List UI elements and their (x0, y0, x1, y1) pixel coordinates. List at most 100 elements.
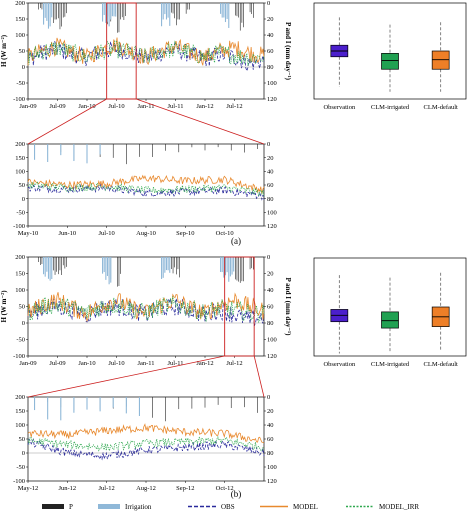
a-zoom-connector-right (136, 98, 265, 145)
b_main-y2tick-label: 20 (267, 271, 274, 278)
b_zoom-ytick-label: 0 (22, 450, 25, 457)
a_main-ytick-label: 150 (15, 16, 25, 23)
a_main-y2tick-label: 120 (267, 96, 277, 103)
legend-label-obs: OBS (221, 503, 235, 511)
b_zoom-xtick-label: Jun-12 (58, 485, 76, 492)
b_main-y2label: P and I (mm day⁻¹) (284, 278, 292, 337)
b_zoom-ytick-label: 200 (15, 394, 25, 401)
a_main-ylabel: H (W m⁻²) (0, 34, 8, 67)
a_zoom-y2tick-label: 120 (267, 223, 277, 230)
b_main-y2tick-label: 80 (267, 320, 274, 327)
b_zoom-plot-frame (27, 396, 265, 482)
b_main-xtick-label: Jul-11 (167, 360, 183, 367)
a_main-y2tick-label: 20 (267, 16, 274, 23)
b_zoom-y2tick-label: 120 (267, 478, 277, 485)
b_zoom-y2tick-label: 40 (267, 422, 274, 429)
b_zoom-ytick-label: -50 (16, 464, 25, 471)
a_zoom-xtick-label: Oct-10 (216, 230, 234, 237)
panel-label-b: (b) (231, 489, 242, 499)
b_main-y2tick-label: 40 (267, 287, 274, 294)
b_zoom-xtick-label: May-12 (18, 485, 39, 492)
a_main-y2label: P and I (mm day⁻¹) (284, 22, 292, 81)
b_main-xtick-label: Jan-10 (78, 360, 95, 367)
b_zoom-y2tick-label: 20 (267, 408, 274, 415)
a_zoom-ytick-label: 200 (15, 141, 25, 148)
b_main-xtick-label: Jul-10 (108, 360, 124, 367)
b_main-ytick-label: -100 (13, 353, 25, 360)
b_zoom-xtick-label: Sep-12 (176, 485, 194, 492)
legend-label-irrigation: Irrigation (125, 503, 152, 511)
b_main-xtick-label: Jul-12 (226, 360, 242, 367)
b_zoom-y2tick-label: 60 (267, 436, 274, 443)
b_zoom-ytick-label: 50 (19, 436, 26, 443)
a_main-y2tick-label: 40 (267, 32, 274, 39)
a_zoom-ytick-label: 50 (19, 182, 26, 189)
b_main-xtick-label: Jul-09 (49, 360, 65, 367)
a_zoom-ytick-label: 150 (15, 155, 25, 162)
a_box-box-clm-irrigated (381, 53, 399, 70)
a_main-y2tick-label: 60 (267, 48, 274, 55)
a_main-xtick-label: Jan-10 (78, 103, 95, 110)
a-zoom-connector-left (27, 98, 107, 145)
a_main-ytick-label: -50 (16, 80, 25, 87)
legend-label-model: MODEL (293, 503, 318, 511)
b_main-ylabel: H (W m⁻²) (0, 290, 8, 323)
a_box-category-label: Observation (323, 104, 356, 111)
b_box-category-label: CLM-default (424, 361, 458, 368)
b_zoom-series-obs (27, 438, 265, 461)
a_box-box-clm-default (431, 50, 450, 70)
b_main-xtick-label: Jan-09 (19, 360, 36, 367)
b_zoom-y2tick-label: 80 (267, 450, 274, 457)
legend-swatch-irrigation (98, 504, 120, 509)
b_main-xtick-label: Jan-12 (196, 360, 213, 367)
b_main-xtick-label: Jan-11 (137, 360, 154, 367)
b_main-y2tick-label: 120 (267, 353, 277, 360)
b_zoom-y2tick-label: 100 (267, 464, 277, 471)
panel-label-a: (a) (231, 236, 241, 246)
legend-label-P: P (69, 503, 73, 511)
b_main-y2tick-label: 100 (267, 337, 277, 344)
a_main-xtick-label: Jan-09 (19, 103, 36, 110)
a_zoom-plot-frame (27, 143, 265, 227)
b_box-box-clm-irrigated (381, 311, 399, 329)
a_zoom-y2tick-label: 0 (267, 141, 270, 148)
b_main-ytick-label: -50 (16, 337, 25, 344)
a_zoom-y2tick-label: 80 (267, 196, 274, 203)
a_zoom-ytick-label: 0 (22, 196, 25, 203)
a_zoom-xtick-label: Sep-10 (176, 230, 194, 237)
a_zoom-xtick-label: Jun-10 (58, 230, 76, 237)
a_main-ytick-label: 100 (15, 32, 25, 39)
a_zoom-series-obs (27, 182, 265, 201)
a_zoom-series-model (27, 174, 265, 194)
b-zoom-box (224, 256, 255, 357)
a_main-xtick-label: Jul-09 (49, 103, 65, 110)
a_zoom-y2tick-label: 100 (267, 210, 277, 217)
a_box-category-label: CLM-irrigated (371, 104, 410, 111)
a_main-xtick-label: Jan-11 (137, 103, 154, 110)
b_zoom-xtick-label: Oct-12 (216, 485, 234, 492)
legend-swatch-P (42, 504, 64, 509)
a_box-category-label: CLM-default (424, 104, 458, 111)
a_zoom-xtick-label: Jul-10 (99, 230, 115, 237)
b_zoom-ytick-label: -100 (13, 478, 25, 485)
b_zoom-series-model-irr (27, 435, 265, 453)
a_zoom-xtick-label: Aug-10 (136, 230, 156, 237)
a_main-y2tick-label: 80 (267, 64, 274, 71)
a_main-y2tick-label: 100 (267, 80, 277, 87)
b_zoom-xtick-label: Jul-12 (99, 485, 115, 492)
b-zoom-connector-right (253, 355, 265, 398)
a_main-xtick-label: Jan-12 (196, 103, 213, 110)
a_zoom-series-model-irr (27, 181, 265, 197)
a_main-ytick-label: -100 (13, 96, 25, 103)
b_main-ytick-label: 200 (15, 254, 25, 261)
a_zoom-xtick-label: May-10 (18, 230, 39, 237)
b_main-ytick-label: 0 (22, 320, 25, 327)
b_main-ytick-label: 50 (19, 304, 26, 311)
b_main-y2tick-label: 0 (267, 254, 270, 261)
b_box-category-label: Observation (323, 361, 356, 368)
a_main-xtick-label: Jul-11 (167, 103, 183, 110)
a_main-xtick-label: Jul-12 (226, 103, 242, 110)
b_zoom-series-model (27, 423, 265, 444)
